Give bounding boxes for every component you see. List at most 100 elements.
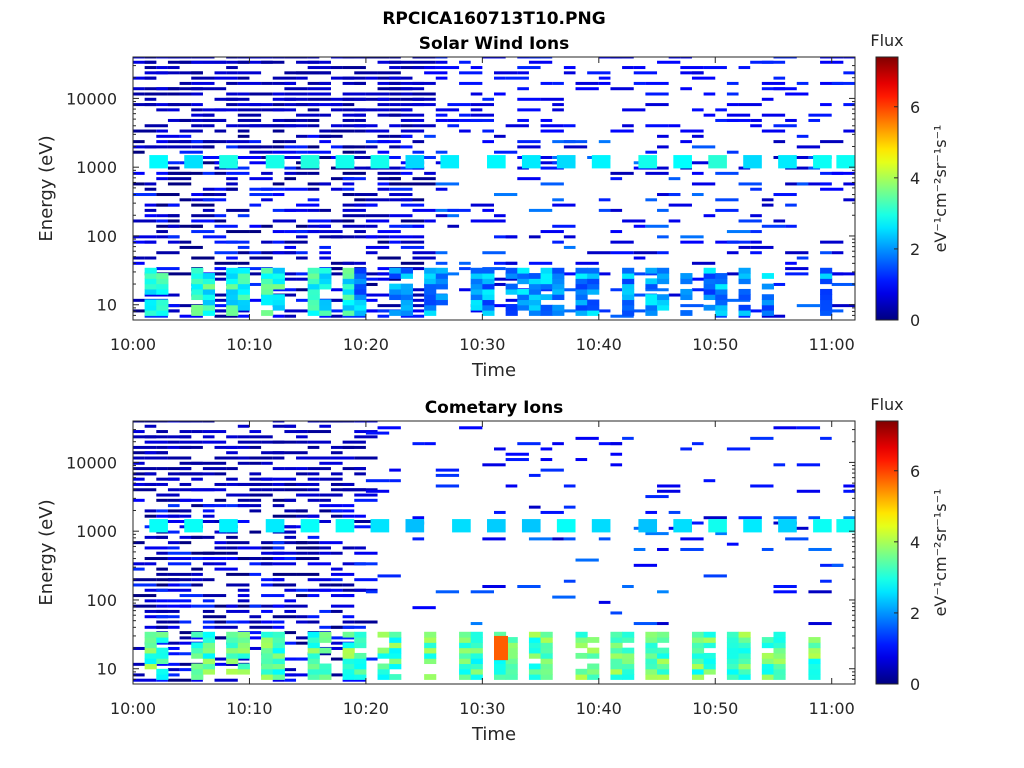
- heatmap-cell: [400, 267, 413, 274]
- heatmap-cell: [261, 294, 274, 301]
- heatmap-cell: [354, 663, 367, 670]
- heatmap-cell: [167, 203, 180, 207]
- heatmap-cell: [377, 103, 390, 107]
- heatmap-cell: [389, 87, 413, 91]
- heatmap-cell: [703, 304, 716, 311]
- heatmap-cell: [708, 519, 727, 533]
- heatmap-cell: [517, 108, 541, 112]
- heatmap-cell: [645, 124, 669, 128]
- heatmap-cell: [191, 224, 203, 228]
- heatmap-cell: [575, 87, 599, 91]
- heatmap-cell: [610, 637, 623, 643]
- heatmap-cell: [657, 166, 669, 170]
- heatmap-cell: [307, 171, 320, 175]
- heatmap-cell: [540, 81, 553, 85]
- heatmap-cell: [354, 637, 367, 643]
- heatmap-cell: [610, 208, 623, 212]
- heatmap-cell: [296, 251, 308, 255]
- heatmap-cell: [354, 108, 366, 112]
- heatmap-cell: [272, 663, 285, 670]
- heatmap-cell: [261, 652, 274, 659]
- heatmap-cell: [494, 193, 518, 197]
- heatmap-cell: [179, 150, 203, 154]
- heatmap-cell: [144, 663, 157, 670]
- heatmap-cell: [156, 283, 169, 290]
- heatmap-cell: [342, 177, 366, 181]
- heatmap-cell: [202, 273, 216, 279]
- heatmap-cell: [307, 562, 331, 566]
- heatmap-cell: [517, 278, 530, 285]
- heatmap-cell: [703, 92, 716, 96]
- heatmap-cell: [307, 87, 331, 91]
- heatmap-cell: [715, 294, 728, 301]
- heatmap-cell: [261, 609, 273, 613]
- heatmap-cell: [342, 620, 355, 624]
- heatmap-cell: [738, 219, 762, 223]
- heatmap-cell: [307, 310, 320, 316]
- heatmap-cell: [459, 647, 472, 654]
- heatmap-cell: [715, 532, 727, 536]
- heatmap-cell: [563, 66, 576, 70]
- heatmap-cell: [284, 103, 308, 107]
- heatmap-cell: [836, 519, 855, 533]
- heatmap-cell: [389, 277, 401, 281]
- heatmap-cell: [261, 637, 274, 643]
- heatmap-cell: [726, 642, 740, 649]
- heatmap-cell: [447, 208, 471, 212]
- heatmap-cell: [470, 309, 483, 313]
- heatmap-cell: [307, 208, 320, 212]
- heatmap-cell: [272, 488, 285, 492]
- heatmap-cell: [575, 278, 588, 285]
- heatmap-cell: [691, 652, 705, 659]
- heatmap-cell: [191, 203, 215, 207]
- heatmap-cell: [156, 609, 180, 613]
- heatmap-cell: [540, 124, 564, 128]
- heatmap-cell: [470, 294, 483, 301]
- heatmap-cell: [645, 272, 669, 276]
- heatmap-cell: [389, 637, 402, 643]
- heatmap-cell: [680, 240, 704, 244]
- heatmap-cell: [272, 477, 297, 481]
- heatmap-cell: [249, 509, 262, 513]
- heatmap-cell: [319, 235, 343, 239]
- heatmap-cell: [820, 140, 844, 144]
- heatmap-cell: [808, 637, 821, 643]
- heatmap-cell: [284, 230, 308, 234]
- heatmap-cell: [272, 273, 285, 279]
- colorbar-unit: eV⁻¹cm⁻²sr⁻¹s⁻¹: [931, 125, 950, 253]
- heatmap-cell: [219, 155, 238, 169]
- heatmap-cell: [389, 193, 413, 197]
- heatmap-cell: [249, 461, 262, 465]
- heatmap-cell: [657, 251, 669, 255]
- heatmap-cell: [202, 609, 215, 613]
- heatmap-cell: [342, 583, 355, 587]
- heatmap-cell: [354, 97, 366, 101]
- heatmap-cell: [773, 282, 786, 286]
- heatmap-cell: [167, 588, 192, 592]
- heatmap-cell: [761, 637, 774, 643]
- heatmap-cell: [389, 267, 402, 274]
- heatmap-cell: [214, 678, 238, 682]
- heatmap-cell: [610, 251, 634, 255]
- heatmap-cell: [808, 113, 832, 117]
- colorbar-tick-label: 0: [910, 675, 920, 694]
- y-tick-label: 10: [97, 660, 117, 679]
- heatmap-cell: [319, 583, 331, 587]
- heatmap-cell: [237, 60, 250, 64]
- heatmap-cell: [575, 310, 588, 316]
- heatmap-cell: [657, 658, 670, 665]
- heatmap-cell: [330, 509, 343, 513]
- heatmap-cell: [587, 288, 600, 295]
- heatmap-cell: [726, 150, 739, 154]
- heatmap-cell: [179, 118, 192, 122]
- heatmap-cell: [237, 108, 262, 112]
- heatmap-cell: [365, 293, 390, 297]
- heatmap-cell: [424, 294, 437, 301]
- heatmap-cell: [342, 652, 355, 659]
- heatmap-cell: [540, 663, 553, 670]
- heatmap-cell: [133, 92, 145, 96]
- heatmap-cell: [307, 488, 320, 492]
- heatmap-cell: [272, 551, 297, 555]
- heatmap-cell: [645, 631, 658, 638]
